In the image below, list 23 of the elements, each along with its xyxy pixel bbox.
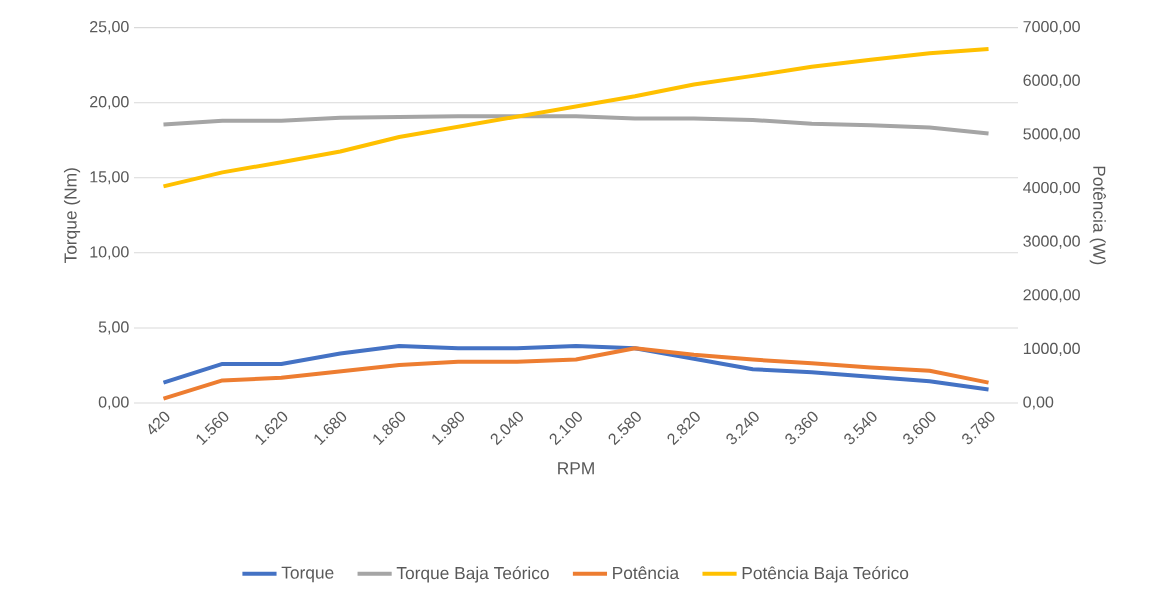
- x-axis-title: RPM: [558, 462, 594, 475]
- y2-tick-label: 7000,00: [1023, 21, 1080, 35]
- y-tick-label: 10,00: [90, 246, 129, 260]
- y-tick-label: 0,00: [98, 396, 129, 410]
- y2-tick-label: 0,00: [1023, 396, 1054, 410]
- y2-axis-title: Potência (W): [1089, 166, 1106, 265]
- y2-tick-label: 5000,00: [1023, 128, 1080, 142]
- y2-tick-label: 2000,00: [1023, 289, 1080, 303]
- legend-label: Potência: [613, 566, 680, 580]
- legend-label: Potência Baja Teórico: [742, 566, 909, 583]
- y2-tick-label: 4000,00: [1023, 181, 1080, 196]
- x-tick-label: 420: [148, 411, 170, 435]
- y-tick-label: 25,00: [90, 20, 129, 35]
- line-series: [161, 343, 991, 392]
- legend-label: Torque Baja Teórico: [396, 566, 549, 583]
- y2-tick-label: 3000,00: [1023, 235, 1080, 249]
- y-tick-label: 20,00: [90, 96, 129, 110]
- y-tick-label: 5,00: [98, 321, 129, 335]
- y2-tick-label: 6000,00: [1023, 74, 1080, 88]
- legend-label: Torque: [281, 566, 334, 583]
- y-axis-title: Torque (Nm): [63, 168, 81, 264]
- y-tick-label: 15,00: [90, 171, 129, 185]
- y2-tick-label: 1000,00: [1023, 342, 1080, 356]
